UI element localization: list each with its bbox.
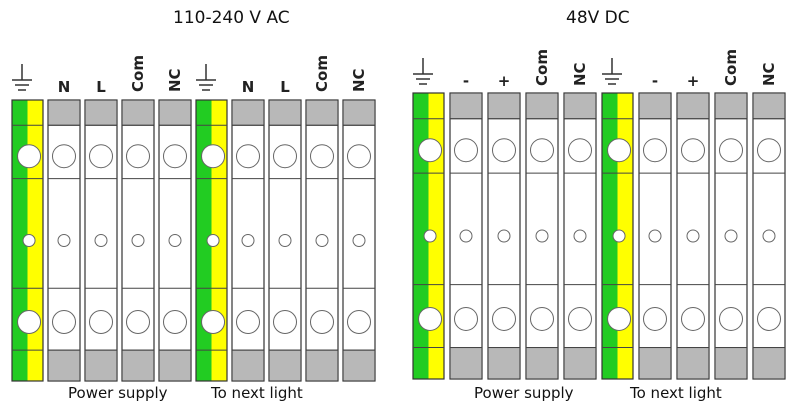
dc-power-supply-label: Power supply xyxy=(474,384,574,402)
terminal-block: + xyxy=(676,72,710,380)
ac-panel-title: 110-240 V AC xyxy=(173,8,290,28)
terminal-block: NC xyxy=(342,68,376,382)
terminal-label: NC xyxy=(571,62,589,86)
terminal-label: Com xyxy=(129,55,147,92)
terminal-label: NC xyxy=(760,62,778,86)
terminal-label: NC xyxy=(166,68,184,92)
ground-icon xyxy=(12,64,32,91)
terminal-block: Com xyxy=(305,55,339,382)
terminal-block: NC xyxy=(158,68,192,382)
terminal-block: NC xyxy=(752,62,786,380)
ground-icon xyxy=(413,58,433,85)
dc-next-light-label: To next light xyxy=(630,384,722,402)
terminal-block: - xyxy=(449,72,483,380)
dc-panel-title: 48V DC xyxy=(566,8,630,28)
terminal-label: N xyxy=(58,78,71,96)
terminal-block: L xyxy=(268,78,302,382)
earth-terminal xyxy=(601,58,634,380)
terminal-block: Com xyxy=(121,55,155,382)
terminal-block: NC xyxy=(563,62,597,380)
terminal-block: - xyxy=(638,72,672,380)
terminal-label: + xyxy=(687,72,700,90)
terminal-block: N xyxy=(231,78,265,382)
earth-terminal xyxy=(11,64,44,382)
ac-power-supply-label: Power supply xyxy=(68,384,168,402)
terminal-label: - xyxy=(652,72,658,90)
terminal-label: Com xyxy=(533,49,551,86)
terminal-label: N xyxy=(242,78,255,96)
terminal-block: Com xyxy=(525,49,559,380)
terminal-block: L xyxy=(84,78,118,382)
terminal-label: + xyxy=(498,72,511,90)
terminal-block: N xyxy=(47,78,81,382)
terminal-label: - xyxy=(463,72,469,90)
terminal-label: Com xyxy=(313,55,331,92)
terminal-block: + xyxy=(487,72,521,380)
ground-icon xyxy=(196,64,216,91)
ac-next-light-label: To next light xyxy=(211,384,303,402)
terminal-label: NC xyxy=(350,68,368,92)
terminal-label: L xyxy=(280,78,290,96)
terminal-block: Com xyxy=(714,49,748,380)
terminal-label: Com xyxy=(722,49,740,86)
earth-terminal xyxy=(195,64,228,382)
ground-icon xyxy=(602,58,622,85)
terminal-label: L xyxy=(96,78,106,96)
earth-terminal xyxy=(412,58,445,380)
